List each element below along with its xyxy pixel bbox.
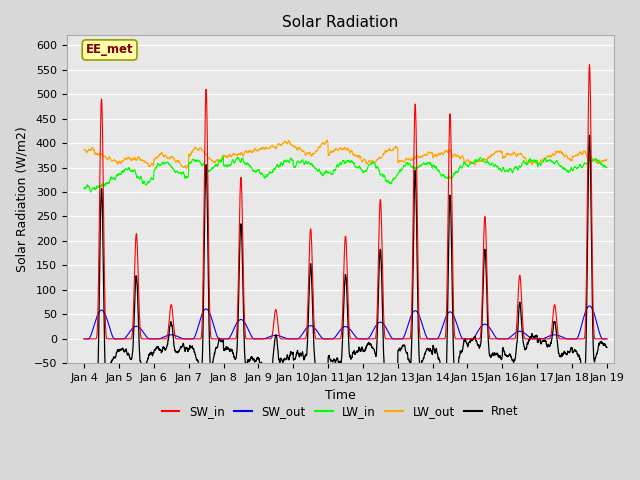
- Rnet: [603, 345, 611, 350]
- SW_in: [557, 336, 564, 342]
- Line: LW_out: LW_out: [84, 140, 607, 168]
- Rnet: [572, 348, 579, 354]
- LW_out: [372, 158, 380, 164]
- SW_out: [372, 323, 380, 329]
- Rnet: [227, 347, 234, 353]
- LW_out: [323, 137, 331, 143]
- SW_in: [497, 336, 505, 342]
- Line: Rnet: Rnet: [84, 135, 607, 394]
- LW_out: [361, 156, 369, 162]
- LW_in: [557, 164, 565, 169]
- LW_in: [80, 186, 88, 192]
- Y-axis label: Solar Radiation (W/m2): Solar Radiation (W/m2): [15, 127, 28, 272]
- LW_in: [220, 154, 227, 160]
- Rnet: [80, 372, 88, 378]
- LW_in: [227, 162, 234, 168]
- Rnet: [586, 132, 593, 138]
- Line: SW_out: SW_out: [84, 306, 607, 339]
- LW_out: [182, 166, 190, 171]
- SW_in: [226, 336, 234, 342]
- SW_out: [226, 334, 234, 340]
- LW_out: [227, 153, 234, 159]
- Text: EE_met: EE_met: [86, 44, 134, 57]
- Line: SW_in: SW_in: [84, 65, 607, 339]
- Rnet: [372, 354, 380, 360]
- SW_in: [586, 62, 593, 68]
- SW_out: [557, 334, 564, 339]
- SW_in: [603, 336, 611, 342]
- X-axis label: Time: Time: [325, 389, 356, 402]
- LW_in: [372, 165, 380, 171]
- LW_in: [603, 164, 611, 170]
- SW_out: [360, 336, 368, 342]
- LW_in: [87, 189, 95, 195]
- Legend: SW_in, SW_out, LW_in, LW_out, Rnet: SW_in, SW_out, LW_in, LW_out, Rnet: [157, 401, 524, 423]
- LW_out: [557, 149, 565, 155]
- SW_out: [80, 336, 88, 342]
- Rnet: [92, 391, 100, 396]
- SW_out: [572, 336, 579, 342]
- SW_in: [80, 336, 88, 342]
- Rnet: [557, 354, 564, 360]
- LW_in: [361, 168, 369, 174]
- SW_out: [603, 336, 611, 342]
- SW_in: [360, 336, 368, 342]
- Rnet: [361, 348, 369, 354]
- SW_out: [586, 303, 593, 309]
- SW_out: [497, 336, 505, 342]
- Rnet: [497, 355, 505, 361]
- SW_in: [572, 336, 579, 342]
- LW_out: [498, 148, 506, 154]
- LW_out: [80, 147, 88, 153]
- LW_in: [498, 168, 506, 174]
- Line: LW_in: LW_in: [84, 157, 607, 192]
- Title: Solar Radiation: Solar Radiation: [282, 15, 398, 30]
- LW_in: [572, 165, 579, 171]
- LW_out: [572, 152, 579, 158]
- SW_in: [372, 335, 380, 340]
- LW_out: [603, 156, 611, 162]
